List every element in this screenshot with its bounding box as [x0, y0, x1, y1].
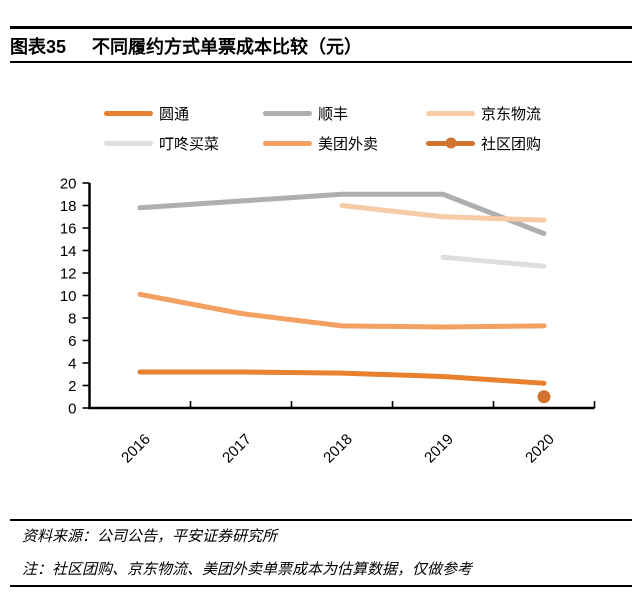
- legend-item-京东物流: 京东物流: [426, 103, 541, 123]
- chart-legend: 圆通 顺丰 京东物流叮咚买菜 美团外卖 社区团购: [104, 103, 541, 153]
- y-axis-tick-label: 10: [60, 288, 77, 305]
- legend-item-叮咚买菜: 叮咚买菜: [104, 133, 263, 153]
- y-axis-tick-label: 16: [60, 221, 77, 238]
- figure-title: 不同履约方式单票成本比较（元）: [92, 37, 363, 57]
- legend-line-swatch: [426, 110, 475, 116]
- legend-item-美团外卖: 美团外卖: [263, 133, 426, 153]
- y-axis-tick-label: 6: [68, 333, 76, 350]
- legend-label: 圆通: [159, 105, 190, 123]
- page-title: 图表35 不同履约方式单票成本比较（元）: [10, 33, 362, 59]
- legend-label: 顺丰: [318, 105, 349, 123]
- y-axis-tick-label: 12: [60, 266, 77, 283]
- x-axis-tick-label: 2020: [522, 431, 558, 467]
- y-axis-tick-label: 4: [68, 356, 76, 373]
- legend-line-swatch: [104, 110, 153, 116]
- legend-item-圆通: 圆通: [104, 103, 263, 123]
- legend-item-顺丰: 顺丰: [263, 103, 426, 123]
- x-axis-tick-label: 2017: [219, 431, 255, 467]
- y-axis-tick-label: 8: [68, 311, 76, 328]
- legend-label: 叮咚买菜: [159, 135, 220, 153]
- y-axis-tick-label: 20: [60, 176, 77, 193]
- series-line-叮咚买菜: [440, 254, 547, 269]
- y-axis-tick-label: 2: [68, 378, 76, 395]
- y-axis-tick-label: 18: [60, 198, 77, 215]
- series-point-社区团购: [537, 390, 551, 404]
- series-line-顺丰: [137, 191, 547, 237]
- estimate-note: 注：社区团购、京东物流、美团外卖单票成本为估算数据，仅做参考: [22, 562, 473, 578]
- series-line-美团外卖: [137, 291, 547, 330]
- x-axis-tick-label: 2016: [118, 431, 154, 467]
- x-axis-tick-label: 2018: [320, 431, 356, 467]
- title-divider: [10, 61, 632, 63]
- series-line-京东物流: [339, 203, 547, 223]
- y-axis-tick-label: 0: [68, 401, 76, 418]
- source-note: 资料来源：公司公告，平安证券研究所: [22, 529, 278, 545]
- cost-comparison-line-chart: 0 2 4 6 8 10 12 14 16 18 20 2016 2017 2018 2019 2020: [60, 176, 596, 467]
- series-line-圆通: [137, 369, 547, 386]
- legend-line-swatch: [104, 140, 153, 146]
- top-rule: [10, 26, 632, 29]
- legend-label: 京东物流: [481, 105, 542, 123]
- y-axis-tick-label: 14: [60, 243, 77, 260]
- footer-divider-top: [10, 519, 632, 521]
- footer-divider-bottom: [10, 585, 632, 587]
- x-axis-tick-label: 2019: [421, 431, 457, 467]
- legend-line-swatch: [426, 137, 475, 149]
- figure-label: 图表35: [10, 37, 67, 57]
- legend-marker-dot-icon: [445, 137, 456, 149]
- legend-line-swatch: [263, 140, 312, 146]
- legend-line-swatch: [263, 110, 312, 116]
- legend-label: 社区团购: [481, 135, 542, 153]
- legend-label: 美团外卖: [318, 135, 379, 153]
- legend-item-社区团购: 社区团购: [426, 133, 541, 153]
